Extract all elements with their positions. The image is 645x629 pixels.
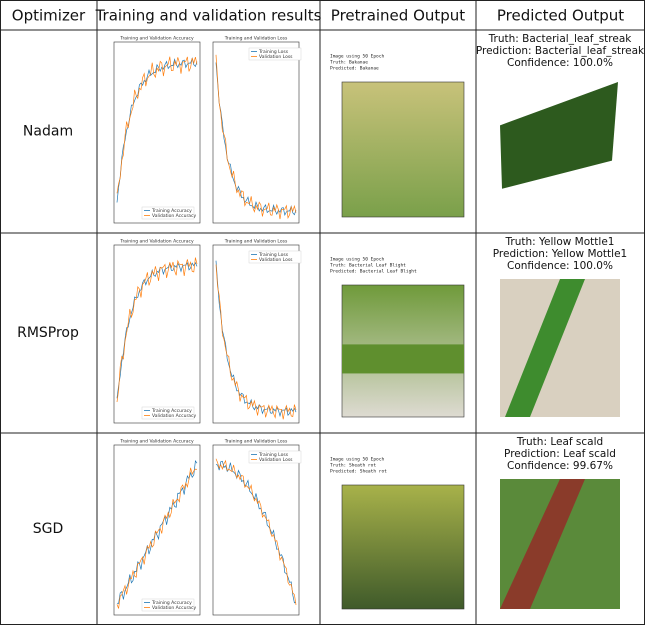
plot-frame	[114, 445, 200, 615]
prediction-text: Prediction: Leaf scald	[504, 448, 616, 460]
accuracy-plot: Training and Validation AccuracyTraining…	[114, 239, 200, 424]
plot-frame	[213, 42, 299, 223]
header-cell: Training and validation results	[95, 7, 322, 25]
optimizer-name: RMSProp	[17, 325, 79, 341]
pretrained-text: Truth: Bakanae	[330, 60, 368, 66]
pretrained-image	[342, 485, 464, 609]
plot-title: Training and Validation Loss	[224, 36, 288, 42]
pretrained-text: Predicted: Bakanae	[330, 66, 379, 72]
prediction-text: Truth: Leaf scald	[516, 436, 603, 448]
plot-frame	[213, 245, 299, 423]
legend-label: Validation Accuracy	[152, 213, 197, 219]
accuracy-plot: Training and Validation AccuracyTraining…	[114, 439, 200, 616]
legend-label: Validation Accuracy	[152, 413, 197, 419]
plot-title: Training and Validation Accuracy	[119, 36, 194, 42]
pretrained-text: Image using 50 Epoch	[330, 457, 384, 463]
pretrained-text: Image using 50 Epoch	[330, 257, 384, 263]
pretrained-text: Predicted: Bacterial Leaf Blight	[330, 269, 417, 275]
pretrained-image	[342, 82, 464, 217]
optimizer-name: SGD	[33, 521, 64, 537]
prediction-text: Prediction: Bacterial_leaf_streak	[476, 45, 645, 57]
prediction-text: Confidence: 100.0%	[507, 260, 613, 272]
header-cell: Pretrained Output	[331, 7, 466, 25]
pretrained-text: Truth: Bacterial Leaf Blight	[330, 263, 406, 269]
plot-title: Training and Validation Accuracy	[119, 239, 194, 245]
plot-frame	[213, 445, 299, 615]
optimizer-name: Nadam	[23, 124, 73, 140]
prediction-text: Prediction: Yellow Mottle1	[493, 248, 627, 260]
plot-title: Training and Validation Accuracy	[119, 439, 194, 445]
header-cell: Optimizer	[12, 7, 86, 25]
leaf-band	[342, 344, 464, 373]
pretrained-text: Image using 50 Epoch	[330, 54, 384, 60]
pretrained-text: Predicted: Sheath rot	[330, 469, 387, 475]
results-table: Optimizer Training and validation results…	[0, 0, 645, 625]
page: {"table": { "headers": ["Optimizer", "Tr…	[0, 0, 645, 625]
legend-label: Validation Loss	[259, 257, 293, 263]
pretrained-text: Truth: Sheath rot	[330, 463, 376, 469]
legend-label: Validation Accuracy	[152, 605, 197, 611]
prediction-text: Truth: Bacterial_leaf_streak	[488, 33, 633, 45]
plot-title: Training and Validation Loss	[224, 239, 288, 245]
header-cell: Predicted Output	[497, 7, 624, 25]
prediction-text: Confidence: 100.0%	[507, 57, 613, 69]
legend-label: Validation Loss	[259, 54, 293, 60]
prediction-text: Confidence: 99.67%	[507, 460, 613, 472]
prediction-text: Truth: Yellow Mottle1	[505, 236, 615, 248]
accuracy-plot: Training and Validation AccuracyTraining…	[114, 36, 200, 224]
legend-label: Validation Loss	[259, 457, 293, 463]
plot-title: Training and Validation Loss	[224, 439, 288, 445]
